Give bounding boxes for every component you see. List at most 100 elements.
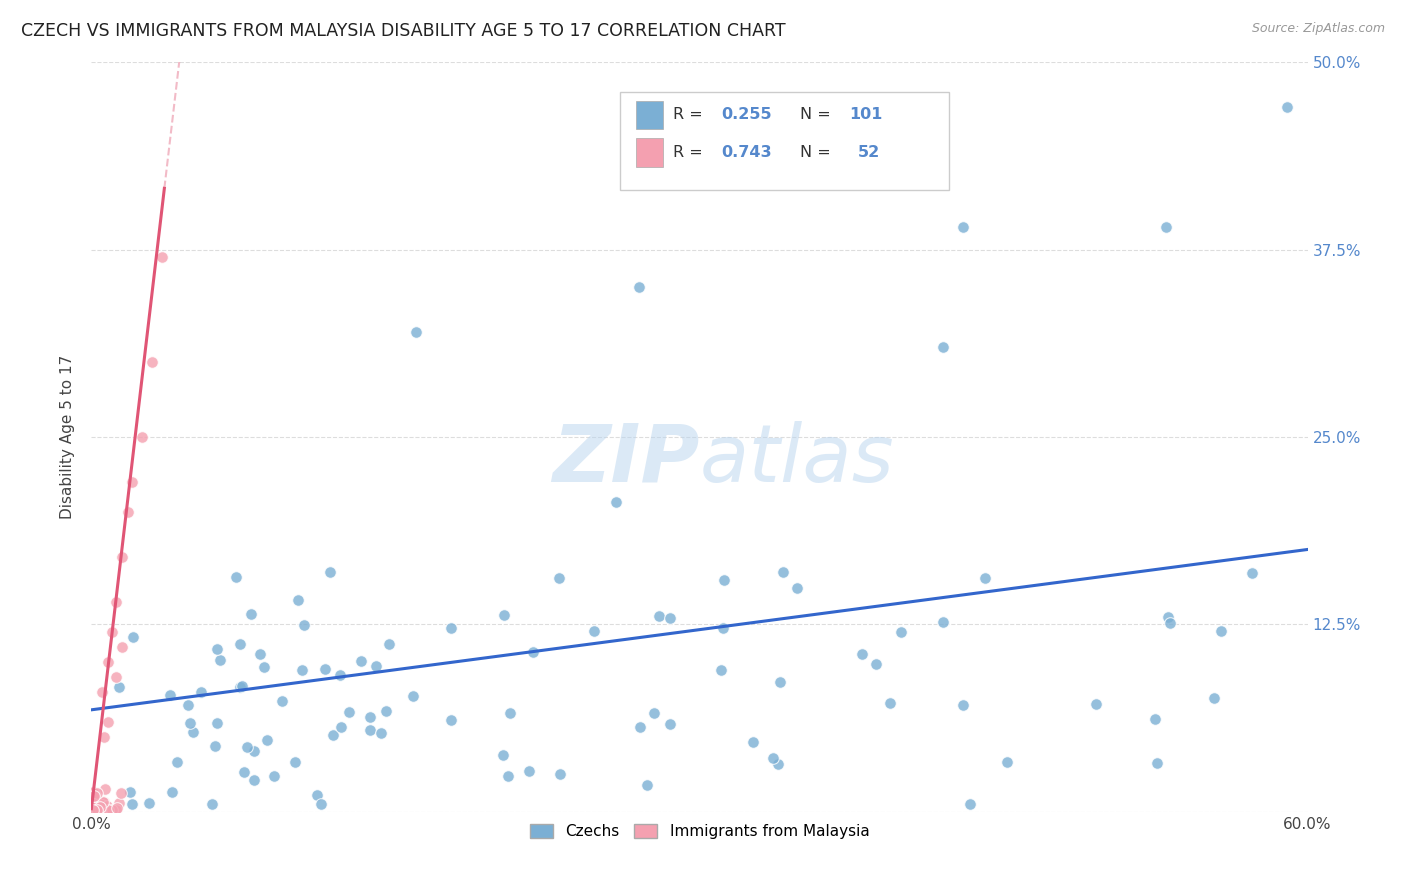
Point [97, 714, 120, 729]
Point [121, 797, 143, 812]
Point [225, 570, 247, 584]
Point [82, 799, 104, 814]
Point [111, 549, 134, 564]
Point [105, 801, 128, 815]
Point [1085, 697, 1108, 711]
Point [290, 663, 312, 677]
Point [150, 250, 173, 264]
Point [231, 679, 253, 693]
Bar [637, 138, 664, 167]
Bar [637, 101, 664, 129]
Text: CZECH VS IMMIGRANTS FROM MALAYSIA DISABILITY AGE 5 TO 17 CORRELATION CHART: CZECH VS IMMIGRANTS FROM MALAYSIA DISABI… [21, 22, 786, 40]
Point [890, 624, 912, 639]
Point [1209, 624, 1232, 638]
Point [1159, 616, 1181, 631]
Point [84, 796, 107, 810]
Point [229, 681, 252, 695]
Point [517, 764, 540, 779]
Point [284, 755, 307, 769]
Point [82, 791, 104, 805]
Point [104, 670, 127, 684]
Point [89, 803, 111, 817]
Point [89, 801, 111, 815]
Text: ZIP: ZIP [553, 420, 699, 499]
Point [82, 798, 104, 813]
Point [242, 743, 264, 757]
Point [82, 796, 104, 810]
FancyBboxPatch shape [620, 93, 949, 190]
Point [104, 595, 127, 609]
Point [233, 764, 256, 779]
Point [628, 719, 651, 733]
Point [160, 785, 183, 799]
Point [658, 716, 681, 731]
Point [583, 624, 606, 639]
Point [97, 803, 120, 817]
Point [82, 789, 104, 804]
Point [402, 690, 425, 704]
Point [93, 803, 115, 817]
Point [405, 325, 427, 339]
Point [82, 794, 104, 808]
Point [236, 740, 259, 755]
Point [314, 662, 336, 676]
Point [166, 755, 188, 769]
Point [90, 685, 112, 699]
Point [83, 789, 105, 804]
Point [769, 675, 792, 690]
Point [83, 803, 105, 817]
Point [90, 797, 112, 812]
Point [1204, 691, 1226, 706]
Point [100, 624, 122, 639]
Point [865, 657, 887, 672]
Point [201, 797, 224, 812]
Point [762, 751, 785, 765]
Point [643, 706, 665, 720]
Point [548, 766, 571, 780]
Point [190, 685, 212, 699]
Point [309, 797, 332, 812]
Point [263, 769, 285, 783]
Point [329, 668, 352, 682]
Point [183, 725, 205, 739]
Text: atlas: atlas [699, 420, 894, 499]
Point [93, 730, 115, 744]
Point [249, 647, 271, 661]
Point [879, 696, 901, 710]
Point [1143, 712, 1166, 726]
Text: 52: 52 [858, 145, 880, 160]
Point [89, 799, 111, 814]
Point [86, 786, 108, 800]
Point [104, 803, 127, 817]
Point [111, 640, 134, 654]
Point [378, 637, 401, 651]
Point [239, 607, 262, 621]
Point [87, 800, 110, 814]
Point [364, 659, 387, 673]
Point [107, 680, 129, 694]
Point [742, 735, 765, 749]
Point [439, 621, 461, 635]
Point [1156, 610, 1178, 624]
Point [439, 713, 461, 727]
Point [205, 716, 228, 731]
Point [83, 803, 105, 817]
Point [97, 655, 120, 669]
Point [305, 789, 328, 803]
Point [84, 803, 107, 817]
Point [359, 723, 381, 738]
Point [768, 756, 790, 771]
Text: R =: R = [672, 107, 707, 122]
Point [294, 617, 316, 632]
Point [359, 709, 381, 723]
Point [271, 694, 294, 708]
Point [100, 803, 122, 817]
Point [287, 592, 309, 607]
Point [141, 355, 163, 369]
Point [522, 645, 544, 659]
Point [605, 495, 627, 509]
Point [91, 796, 114, 810]
Text: 0.743: 0.743 [721, 145, 772, 160]
Point [1146, 756, 1168, 771]
Point [208, 653, 231, 667]
